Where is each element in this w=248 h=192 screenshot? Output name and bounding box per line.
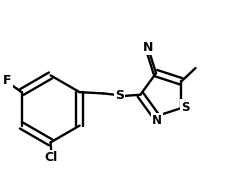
Text: F: F bbox=[3, 74, 12, 87]
Text: S: S bbox=[115, 89, 124, 102]
Text: N: N bbox=[143, 41, 154, 54]
Text: Cl: Cl bbox=[45, 151, 58, 164]
Text: N: N bbox=[152, 114, 162, 127]
Text: S: S bbox=[181, 100, 189, 113]
